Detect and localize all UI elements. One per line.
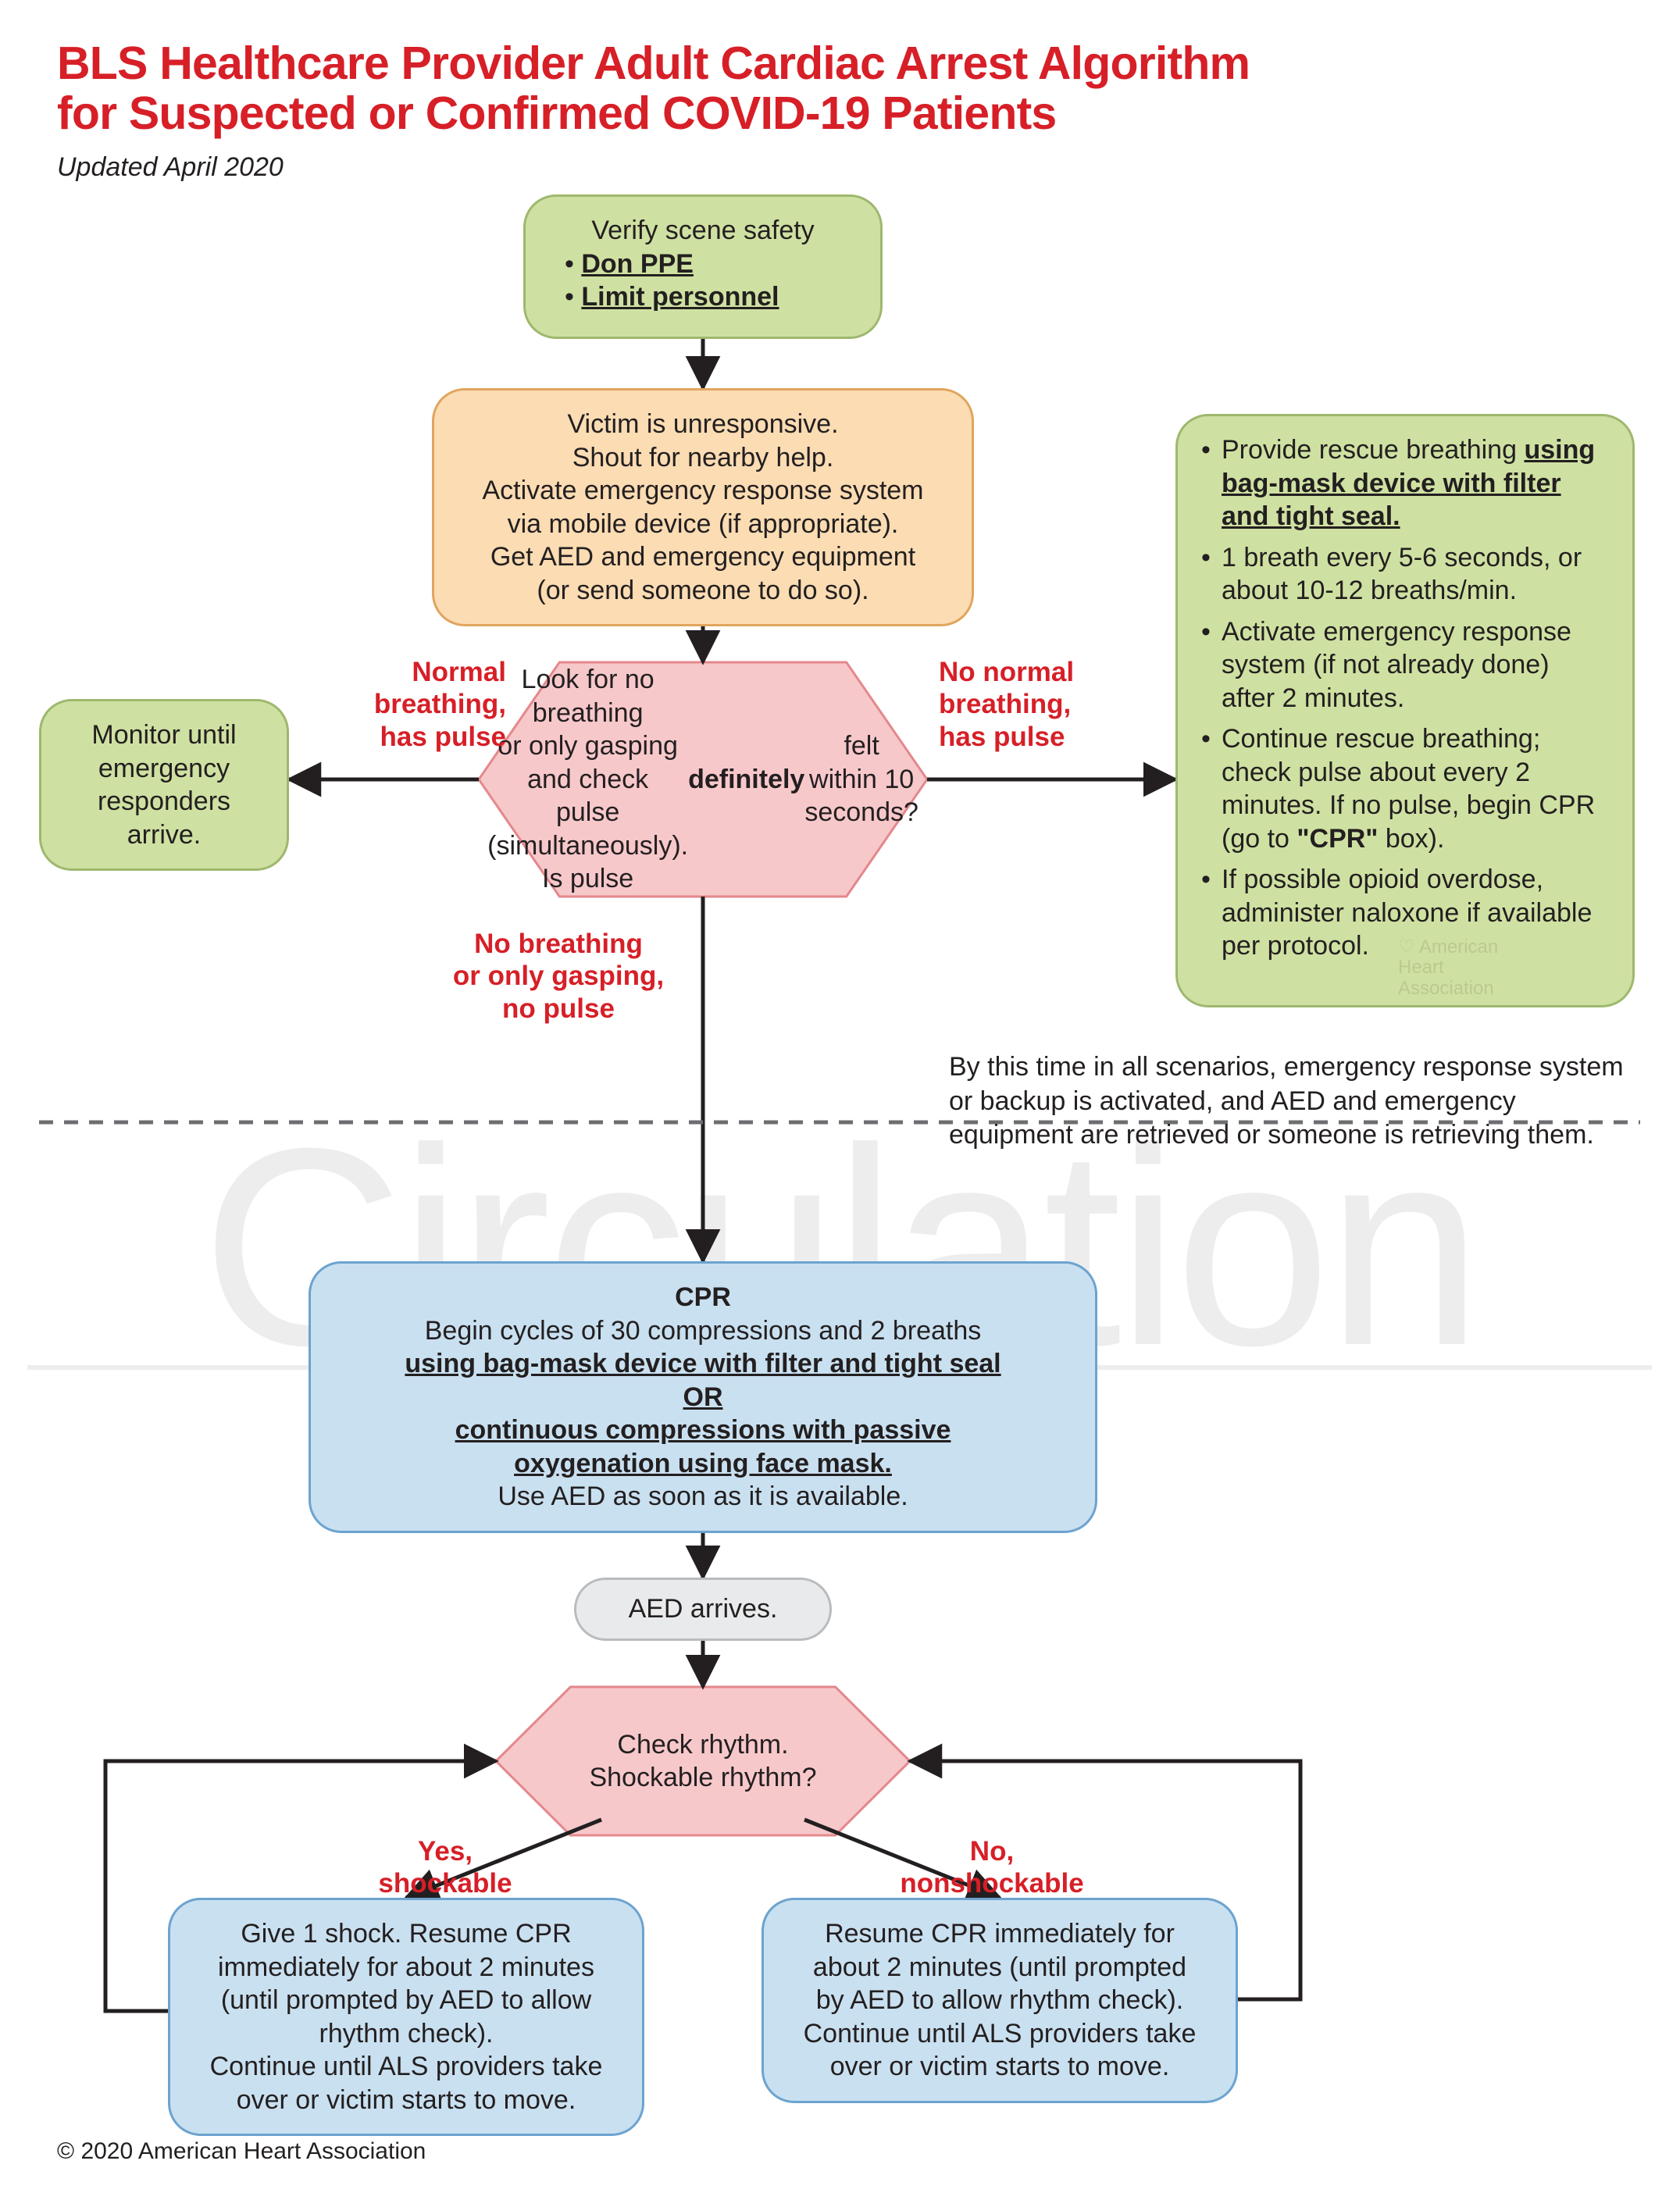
updated-label: Updated April 2020 [57,152,284,183]
edge-label-normal: Normalbreathing,has pulse [303,656,506,753]
decision-shockable: Check rhythm.Shockable rhythm? [496,1687,910,1835]
edge-label-nonormal: No normalbreathing,has pulse [939,656,1142,753]
node-shockable: Give 1 shock. Resume CPRimmediately for … [168,1898,644,2136]
copyright-label: © 2020 American Heart Association [57,2138,426,2165]
edge-label-yes: Yes,shockable [355,1835,535,1900]
node-aed-arrives: AED arrives. [574,1578,832,1641]
page-root: Circulation BLS Healthcare Provider Adul… [0,0,1680,2200]
node-nonshockable: Resume CPR immediately forabout 2 minute… [762,1898,1238,2103]
node-rescue-breathing: •Provide rescue breathing using bag-mask… [1175,414,1635,1007]
node-victim-unresponsive: Victim is unresponsive.Shout for nearby … [432,388,974,626]
edge-label-no: No,nonshockable [875,1835,1109,1900]
page-title: BLS Healthcare Provider Adult Cardiac Ar… [57,39,1250,138]
decision-breathing-pulse: Look for no breathingor only gasping and… [479,662,927,897]
scenario-note: By this time in all scenarios, emergency… [949,1050,1636,1153]
node-monitor: Monitor untilemergencyresponders arrive. [39,699,289,871]
edge-label-nobreath: No breathingor only gasping,no pulse [433,928,683,1025]
aha-watermark: ♡ American Heart Association [1398,937,1578,1031]
node-cpr: CPRBegin cycles of 30 compressions and 2… [309,1261,1097,1533]
node-verify-scene: Verify scene safety• Don PPE• Limit pers… [523,194,883,339]
